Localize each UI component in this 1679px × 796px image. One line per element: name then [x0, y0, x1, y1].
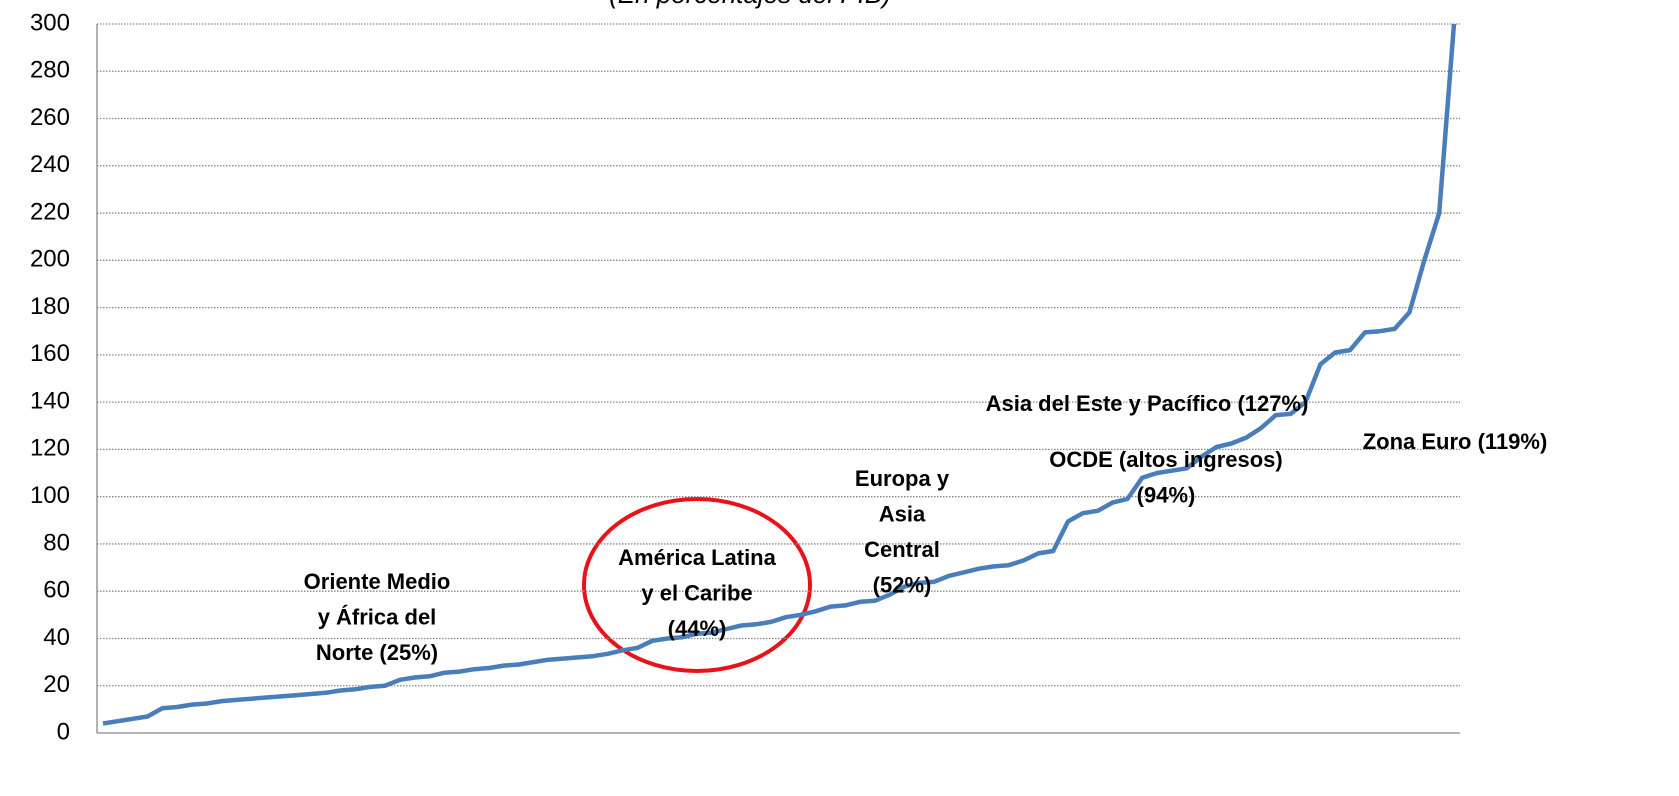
data-line	[102, 23, 1457, 726]
highlight-ellipse	[582, 497, 812, 673]
y-tick-label: 140	[30, 387, 70, 414]
y-tick-label: 180	[30, 293, 70, 320]
annotation: Zona Euro (119%)	[1363, 429, 1548, 454]
y-tick-label: 100	[30, 482, 70, 509]
y-tick-label: 300	[30, 9, 70, 36]
y-tick-label: 0	[57, 718, 70, 745]
annotation: Oriente Medio	[304, 569, 451, 594]
annotation: (94%)	[1137, 482, 1196, 507]
y-tick-label: 160	[30, 340, 70, 367]
annotation: Europa y	[855, 466, 950, 491]
annotation: Central	[864, 537, 940, 562]
y-tick-label: 20	[43, 671, 70, 698]
y-tick-label: 280	[30, 57, 70, 84]
y-tick-label: 60	[43, 577, 70, 604]
annotation: OCDE (altos ingresos)	[1049, 447, 1282, 472]
y-tick-label: 240	[30, 151, 70, 178]
chart-subtitle: (En porcentajes del PIB)	[609, 0, 891, 9]
y-tick-label: 260	[30, 104, 70, 131]
y-tick-label: 120	[30, 435, 70, 462]
annotation: y el Caribe	[641, 580, 752, 605]
y-tick-label: 40	[43, 624, 70, 651]
annotation: Norte (25%)	[316, 640, 438, 665]
annotation: Asia	[879, 501, 926, 526]
annotation: (44%)	[668, 616, 727, 641]
annotation: y África del	[318, 604, 437, 629]
y-tick-label: 80	[43, 529, 70, 556]
y-tick-label: 200	[30, 246, 70, 273]
annotation: América Latina	[618, 545, 776, 570]
y-tick-label: 220	[30, 198, 70, 225]
annotation: (52%)	[873, 572, 932, 597]
annotation: Asia del Este y Pacífico (127%)	[986, 391, 1309, 416]
